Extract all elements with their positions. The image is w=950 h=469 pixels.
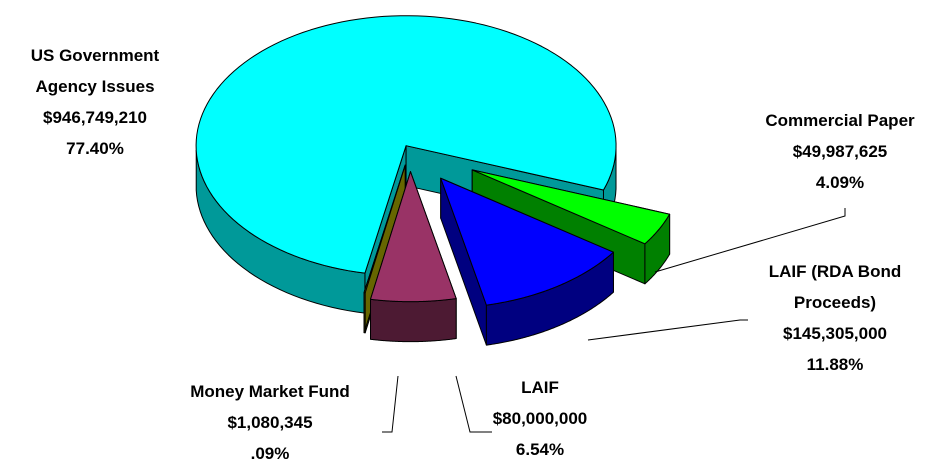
category-label: Money Market Fund [190,382,350,401]
slice-label: US Government Agency Issues $946,749,210 7… [5,40,185,164]
slice-label: LAIF (RDA Bond Proceeds) $145,305,000 11.8… [745,256,925,380]
slice-side [370,298,457,343]
leader-line [587,319,748,341]
slice-label: Money Market Fund $1,080,345 .09% [150,376,390,469]
value-label: $145,305,000 [783,324,887,343]
value-label: $946,749,210 [43,108,147,127]
percent-label: 11.88% [806,355,864,374]
leader-line [382,375,399,433]
slice [471,169,671,245]
percent-label: 4.09% [815,173,865,192]
category-label: Commercial Paper [765,111,915,130]
slice-label: LAIF $80,000,000 6.54% [470,372,610,465]
percent-label: 77.40% [66,139,124,158]
pie [195,15,671,346]
slice-side [363,292,366,334]
slice [370,171,457,303]
value-label: $49,987,625 [792,142,888,161]
slice [440,177,614,306]
slice [195,15,617,274]
leader-lines [382,208,846,433]
percent-label: .09% [250,444,290,463]
value-label: $1,080,345 [227,413,313,432]
percent-label: 6.54% [515,440,565,459]
leader-line [654,208,846,273]
value-label: $80,000,000 [492,409,588,428]
category-label: LAIF [521,378,559,397]
slice-label: Commercial Paper $49,987,625 4.09% [740,105,940,198]
category-label: LAIF (RDA Bond Proceeds) [768,262,902,312]
category-label: US Government Agency Issues [30,46,160,96]
slice [363,164,406,294]
leader-line [455,375,492,433]
